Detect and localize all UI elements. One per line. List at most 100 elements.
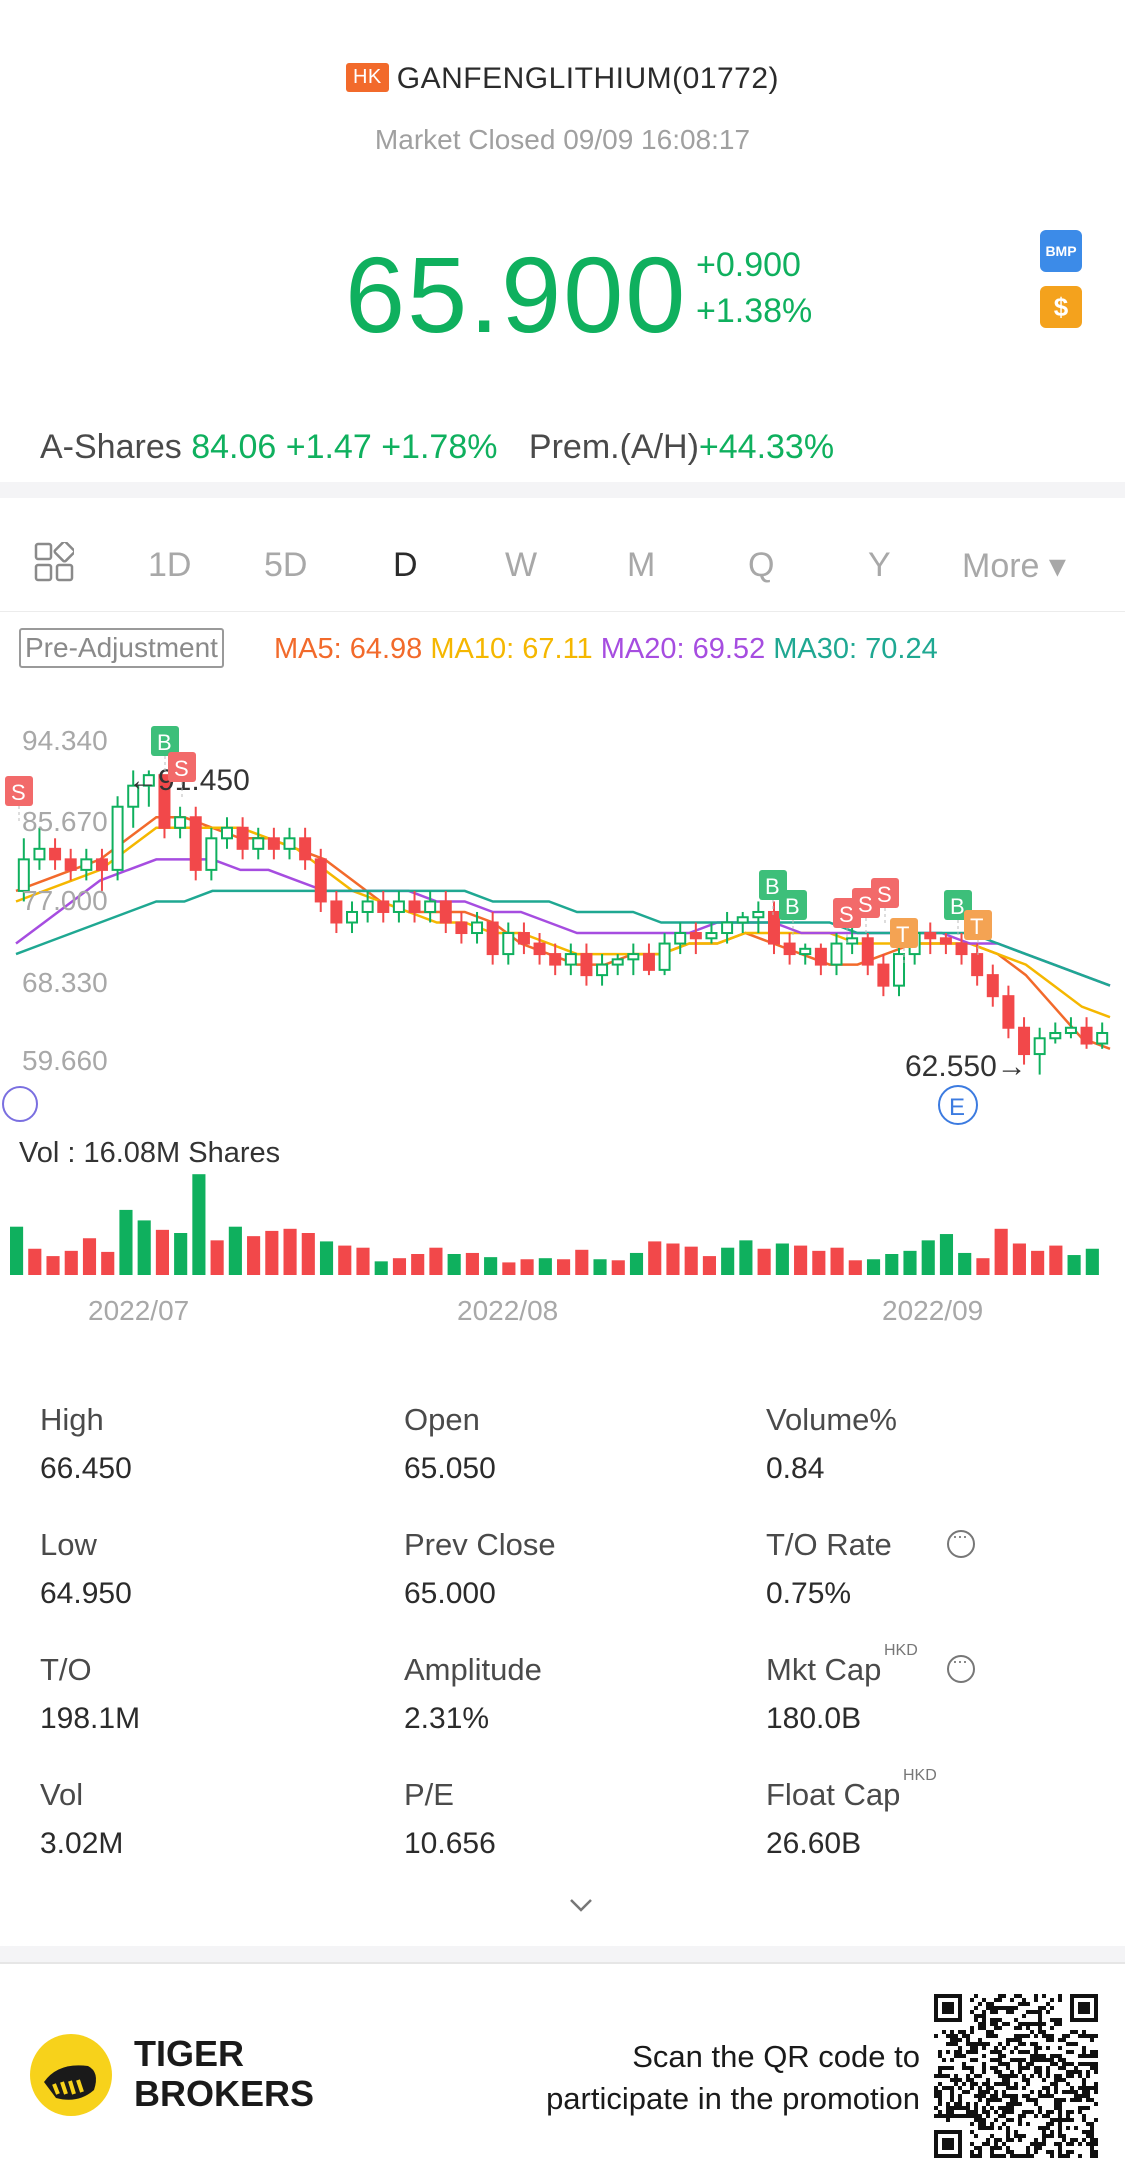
trade-marker-text: S [839, 902, 854, 927]
qr-module [1070, 2070, 1074, 2074]
candle-body [424, 900, 437, 913]
more-info-icon[interactable] [947, 1651, 975, 1683]
candle-body [549, 953, 562, 966]
tab-more[interactable]: More ▾ [962, 547, 1066, 585]
qr-module [1094, 2142, 1098, 2146]
volume-bar [939, 1234, 954, 1275]
stat-value-mkt-cap: 180.0B [766, 1702, 862, 1735]
candle-body [611, 958, 624, 966]
qr-module [962, 2030, 966, 2034]
more-info-icon[interactable] [947, 1526, 975, 1558]
qr-module [942, 2066, 946, 2070]
volume-bar [1031, 1250, 1045, 1275]
qr-module [1042, 1994, 1046, 1998]
qr-module [1070, 2086, 1074, 2090]
qr-module [1014, 2102, 1018, 2106]
qr-module [1082, 2034, 1086, 2038]
left-event-icon [2, 1086, 38, 1122]
qr-module [1022, 2014, 1026, 2018]
volume-bar [812, 1250, 826, 1275]
qr-module [1090, 2126, 1094, 2130]
qr-module [990, 2122, 994, 2126]
volume-bar [192, 1174, 206, 1275]
qr-module [966, 2090, 970, 2094]
qr-module [990, 2010, 994, 2014]
layout-grid-icon[interactable] [34, 542, 74, 582]
qr-module [998, 2126, 1002, 2130]
tab-m[interactable]: M [627, 546, 656, 584]
candle-body [877, 963, 890, 987]
qr-module [1018, 2114, 1022, 2118]
qr-module [942, 2030, 946, 2034]
qr-module [1094, 2150, 1098, 2154]
qr-module [990, 2098, 994, 2102]
pre-adjustment-toggle[interactable]: Pre-Adjustment [19, 628, 224, 668]
qr-module [1058, 2022, 1062, 2026]
premium-label: Prem.(A/H) [528, 428, 699, 466]
qr-module [1034, 2070, 1038, 2074]
qr-module [1066, 2126, 1070, 2130]
qr-module [1090, 2150, 1094, 2154]
qr-module [958, 2086, 962, 2090]
qr-module [1078, 2142, 1082, 2146]
qr-module [1038, 2054, 1042, 2058]
qr-module [1006, 2010, 1010, 2014]
qr-module [942, 2058, 946, 2062]
qr-module [1070, 2118, 1074, 2122]
qr-module [1010, 2086, 1014, 2090]
qr-module [1038, 2066, 1042, 2070]
candle-body [330, 900, 343, 924]
candle-body [252, 837, 265, 850]
candle-body [1064, 1026, 1077, 1035]
dollar-icon[interactable]: $ [1040, 286, 1082, 328]
tab-1d[interactable]: 1D [148, 546, 192, 584]
qr-module [990, 2134, 994, 2138]
qr-module [974, 2134, 978, 2138]
tab-d[interactable]: D [393, 546, 418, 584]
qr-module [990, 2058, 994, 2062]
candle-body [205, 837, 218, 871]
qr-module [1086, 2094, 1090, 2098]
qr-module [978, 2022, 982, 2026]
qr-module [982, 2042, 986, 2046]
tab-q[interactable]: Q [748, 546, 775, 584]
qr-module [1018, 2026, 1022, 2030]
stat-label-amplitude: Amplitude [404, 1652, 542, 1687]
qr-module [962, 2114, 966, 2118]
qr-module [1078, 2034, 1082, 2038]
candle-body [564, 953, 577, 966]
qr-module [1062, 2118, 1066, 2122]
qr-module [1058, 2122, 1062, 2126]
qr-code-icon[interactable] [934, 1994, 1098, 2158]
qr-module [974, 2074, 978, 2078]
candle-body [893, 953, 906, 987]
qr-module [958, 2038, 962, 2042]
qr-module [1034, 2102, 1038, 2106]
tab-5d[interactable]: 5D [264, 546, 308, 584]
tab-w[interactable]: W [505, 546, 538, 584]
qr-module [970, 2150, 974, 2154]
qr-module [986, 2006, 990, 2010]
qr-module [1018, 2102, 1022, 2106]
tab-y[interactable]: Y [868, 546, 891, 584]
qr-module [970, 2058, 974, 2062]
qr-module [994, 2118, 998, 2122]
kline-chart[interactable]: 94.34085.67077.00068.33059.660←91.45062.… [0, 700, 1125, 1340]
ashares-row[interactable]: A-Shares 84.06 +1.47 +1.78% Prem.(A/H)+4… [40, 428, 834, 467]
qr-module [1022, 2022, 1026, 2026]
qr-module [1002, 2006, 1006, 2010]
qr-module [1022, 2034, 1026, 2038]
stat-value-volume: 0.84 [766, 1452, 825, 1485]
bmp-icon[interactable]: BMP [1040, 230, 1082, 272]
market-badge: HK [345, 63, 389, 92]
qr-module [1014, 2026, 1018, 2030]
qr-module [1034, 2114, 1038, 2118]
qr-module [994, 2018, 998, 2022]
chevron-down-icon[interactable] [568, 1892, 594, 1918]
qr-module [1094, 2118, 1098, 2122]
volume-bar [338, 1245, 352, 1275]
qr-module [1070, 2142, 1074, 2146]
qr-module [974, 2042, 978, 2046]
qr-module [1066, 2074, 1070, 2078]
qr-module [1030, 2110, 1034, 2114]
